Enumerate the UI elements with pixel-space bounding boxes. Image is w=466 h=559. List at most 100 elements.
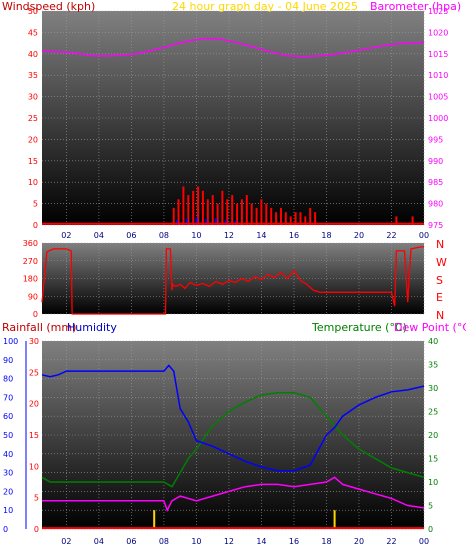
barometer-tick: 1025 — [428, 7, 448, 16]
barometer-tick: 975 — [428, 221, 443, 230]
direction-series — [41, 246, 424, 315]
windspeed-bar — [214, 218, 217, 225]
wind-grid — [42, 10, 425, 226]
hour-tick: 08 — [159, 231, 169, 240]
hour-tick: 18 — [321, 537, 331, 546]
temperature-tick: 35 — [428, 361, 438, 370]
temperature-tick: 0 — [428, 525, 433, 534]
humidity-pct-tick: 70 — [3, 393, 13, 402]
hour-tick: 20 — [354, 537, 364, 546]
barometer-tick: 995 — [428, 135, 443, 144]
hour-tick: 02 — [61, 537, 71, 546]
temperature-tick: 15 — [428, 455, 438, 464]
hour-tick: 00 — [419, 537, 429, 546]
humidity-pct-tick: 0 — [3, 525, 8, 534]
rainfall-tick: 30 — [29, 337, 39, 346]
humidity-pct-tick: 60 — [3, 412, 13, 421]
gust-bar — [216, 203, 219, 225]
chart-title: 24 hour graph day - 04 June 2025 — [172, 0, 358, 13]
direction-line — [41, 246, 424, 315]
direction-tick: 180 — [23, 275, 38, 284]
windspeed-bar — [205, 219, 208, 225]
direction-tick: 270 — [23, 257, 38, 266]
humidity-line — [41, 364, 425, 472]
gust-bar — [395, 216, 398, 225]
gust-bar — [284, 212, 287, 225]
gust-bar — [280, 207, 282, 225]
compass-tick: N — [436, 309, 444, 322]
windspeed-bar — [175, 219, 178, 225]
gust-bar — [245, 195, 248, 225]
rainfall-tick: 0 — [34, 525, 39, 534]
gust-bar — [192, 190, 195, 225]
windspeed-tick: 30 — [28, 93, 38, 102]
rain-bar — [153, 510, 156, 529]
hour-tick: 16 — [289, 231, 299, 240]
wind-barometer-panel: 0510152025303540455097598098599099510001… — [2, 0, 461, 240]
barometer-tick: 1010 — [428, 71, 448, 80]
gust-bar — [206, 199, 209, 225]
rainfall-tick: 15 — [29, 431, 39, 440]
humidity-pct-tick: 10 — [3, 506, 13, 515]
windspeed-tick: 25 — [28, 114, 38, 123]
gust-bar — [231, 195, 234, 225]
barometer-tick: 985 — [428, 178, 443, 187]
gust-bar — [294, 212, 297, 225]
gust-bar — [250, 203, 253, 225]
windspeed-axis-title: Windspeed (kph) — [2, 0, 95, 13]
barometer-tick: 1005 — [428, 93, 448, 102]
windspeed-tick: 40 — [28, 50, 38, 59]
humidity-pct-tick: 30 — [3, 469, 13, 478]
barometer-tick: 990 — [428, 157, 443, 166]
temperature-axis-title: Temperature (°C) — [311, 321, 407, 334]
hour-tick: 06 — [126, 231, 136, 240]
windspeed-tick: 35 — [28, 71, 38, 80]
hour-tick: 02 — [61, 231, 71, 240]
gust-bar — [197, 186, 200, 225]
hour-tick: 14 — [256, 537, 266, 546]
dewpoint-axis-title: Dew Point (°C) — [394, 321, 466, 334]
temperature-tick: 20 — [428, 431, 438, 440]
gust-bar — [411, 216, 414, 225]
humidity-pct-tick: 80 — [3, 375, 13, 384]
compass-tick: W — [436, 256, 447, 269]
barometer-tick: 1000 — [428, 114, 448, 123]
hour-tick: 04 — [94, 231, 104, 240]
humidity-pct-tick: 90 — [3, 356, 13, 365]
windspeed-bar — [224, 219, 227, 225]
gust-bar — [177, 199, 180, 225]
humidity-axis-title: Humidity — [67, 321, 117, 334]
windspeed-tick: 5 — [33, 200, 38, 209]
barometer-axis-title: Barometer (hpa) — [370, 0, 461, 13]
gust-bar — [201, 190, 204, 225]
temperature-tick: 40 — [428, 337, 438, 346]
temp-series — [41, 364, 425, 530]
hour-tick: 10 — [191, 537, 201, 546]
hour-tick: 16 — [289, 537, 299, 546]
gust-bar — [270, 207, 273, 225]
rainfall-axis-title: Rainfall (mm) — [2, 321, 76, 334]
rainfall-tick: 20 — [29, 400, 39, 409]
temperature-line — [41, 391, 425, 488]
gust-bar — [260, 199, 263, 225]
rainfall-tick: 25 — [29, 368, 39, 377]
windspeed-tick: 20 — [28, 135, 38, 144]
compass-tick: S — [436, 274, 443, 287]
gust-bar — [172, 207, 175, 225]
temperature-tick: 25 — [428, 408, 438, 417]
windspeed-tick: 50 — [28, 7, 38, 16]
gust-bar — [187, 195, 190, 225]
hour-tick: 22 — [386, 231, 396, 240]
wind-axis-labels: 0510152025303540455097598098599099510001… — [28, 7, 449, 240]
gust-bar — [314, 212, 317, 225]
hour-tick: 08 — [159, 537, 169, 546]
hour-tick: 04 — [94, 537, 104, 546]
temp-axis-labels: 0102030405060708090100051015202530051015… — [3, 337, 438, 546]
gust-bar — [221, 190, 224, 225]
windspeed-tick: 15 — [28, 157, 38, 166]
rain-humidity-temp-panel: 0102030405060708090100051015202530051015… — [2, 321, 466, 546]
hour-tick: 20 — [354, 231, 364, 240]
windspeed-tick: 0 — [33, 221, 38, 230]
direction-tick: 0 — [33, 310, 38, 319]
